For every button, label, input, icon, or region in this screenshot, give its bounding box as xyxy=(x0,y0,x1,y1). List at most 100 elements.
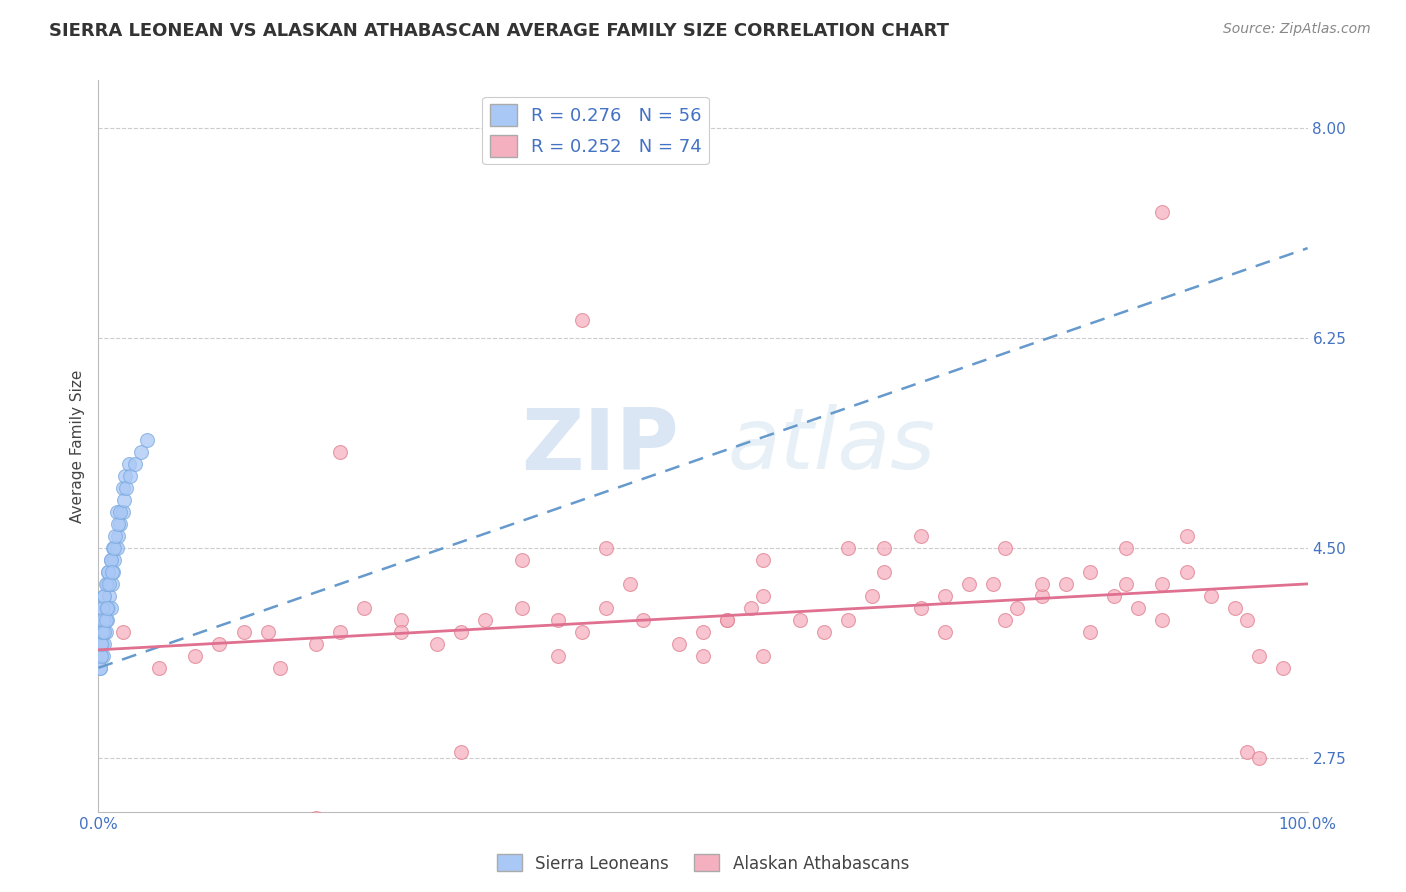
Point xyxy=(91,624,114,639)
Point xyxy=(91,648,114,663)
Point xyxy=(716,613,738,627)
Point xyxy=(107,516,129,531)
Point xyxy=(90,637,112,651)
Point xyxy=(208,637,231,651)
Point xyxy=(111,505,134,519)
Point xyxy=(114,469,136,483)
Point xyxy=(474,613,496,627)
Point xyxy=(873,541,896,555)
Point xyxy=(1236,613,1258,627)
Point xyxy=(1115,577,1137,591)
Point xyxy=(619,577,641,591)
Point xyxy=(1128,600,1150,615)
Point xyxy=(111,481,134,495)
Point xyxy=(752,648,775,663)
Point xyxy=(1078,624,1101,639)
Point xyxy=(91,624,114,639)
Point xyxy=(1223,600,1246,615)
Point xyxy=(103,553,125,567)
Point xyxy=(184,648,207,663)
Point xyxy=(668,637,690,651)
Point xyxy=(108,505,131,519)
Point xyxy=(789,613,811,627)
Point xyxy=(752,553,775,567)
Point xyxy=(1031,577,1053,591)
Legend: Sierra Leoneans, Alaskan Athabascans: Sierra Leoneans, Alaskan Athabascans xyxy=(491,847,915,880)
Point xyxy=(115,481,138,495)
Legend: R = 0.276   N = 56, R = 0.252   N = 74: R = 0.276 N = 56, R = 0.252 N = 74 xyxy=(482,96,709,164)
Point xyxy=(118,469,141,483)
Point xyxy=(1152,205,1174,219)
Point xyxy=(595,600,617,615)
Point xyxy=(305,811,328,825)
Y-axis label: Average Family Size: Average Family Size xyxy=(69,369,84,523)
Point xyxy=(97,565,120,579)
Point xyxy=(981,577,1004,591)
Point xyxy=(100,553,122,567)
Point xyxy=(1199,589,1222,603)
Point xyxy=(329,624,352,639)
Point xyxy=(450,745,472,759)
Text: SIERRA LEONEAN VS ALASKAN ATHABASCAN AVERAGE FAMILY SIZE CORRELATION CHART: SIERRA LEONEAN VS ALASKAN ATHABASCAN AVE… xyxy=(49,22,949,40)
Point xyxy=(91,637,114,651)
Point xyxy=(1152,613,1174,627)
Point xyxy=(510,600,533,615)
Point xyxy=(90,648,112,663)
Point xyxy=(89,661,111,675)
Point xyxy=(1249,751,1271,765)
Point xyxy=(101,565,124,579)
Point xyxy=(1272,661,1295,675)
Point xyxy=(1249,648,1271,663)
Point xyxy=(135,433,157,447)
Point xyxy=(91,600,114,615)
Point xyxy=(305,637,328,651)
Point xyxy=(1102,589,1125,603)
Point xyxy=(91,613,114,627)
Point xyxy=(104,529,127,543)
Point xyxy=(994,541,1017,555)
Point xyxy=(256,624,278,639)
Point xyxy=(389,624,412,639)
Point xyxy=(93,624,115,639)
Text: ZIP: ZIP xyxy=(522,404,679,488)
Point xyxy=(873,565,896,579)
Point xyxy=(1054,577,1077,591)
Point xyxy=(860,589,883,603)
Point xyxy=(389,613,412,627)
Point xyxy=(692,648,714,663)
Point xyxy=(100,553,122,567)
Point xyxy=(571,624,593,639)
Point xyxy=(103,541,125,555)
Point xyxy=(111,624,134,639)
Point xyxy=(1236,745,1258,759)
Point xyxy=(994,613,1017,627)
Point xyxy=(450,624,472,639)
Point xyxy=(1175,565,1198,579)
Point xyxy=(1078,565,1101,579)
Point xyxy=(426,637,449,651)
Point xyxy=(510,553,533,567)
Point xyxy=(1115,541,1137,555)
Point xyxy=(97,565,120,579)
Point xyxy=(93,589,115,603)
Point xyxy=(93,589,115,603)
Point xyxy=(910,529,932,543)
Point xyxy=(98,577,121,591)
Point xyxy=(105,541,128,555)
Point xyxy=(813,624,835,639)
Point xyxy=(94,613,117,627)
Point xyxy=(94,600,117,615)
Point xyxy=(90,648,112,663)
Point xyxy=(837,613,859,627)
Text: atlas: atlas xyxy=(727,404,935,488)
Text: Source: ZipAtlas.com: Source: ZipAtlas.com xyxy=(1223,22,1371,37)
Point xyxy=(124,457,146,471)
Point xyxy=(232,624,254,639)
Point xyxy=(934,589,956,603)
Point xyxy=(595,541,617,555)
Point xyxy=(910,600,932,615)
Point xyxy=(118,457,141,471)
Point xyxy=(91,624,114,639)
Point xyxy=(94,577,117,591)
Point xyxy=(148,661,170,675)
